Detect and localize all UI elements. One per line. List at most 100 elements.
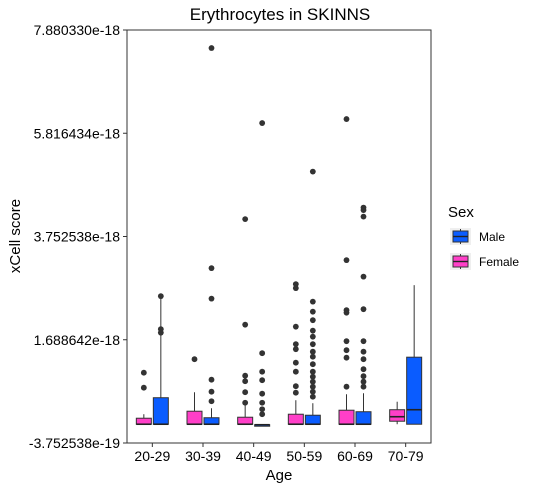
box-male-70-79 [406,285,423,425]
outlier-point [309,308,316,315]
outlier-point [259,377,266,384]
box-female-60-69 [338,116,355,426]
legend-label: Male [479,230,505,244]
outlier-point [242,389,249,396]
x-tick-label: 70-79 [388,448,424,464]
box-female-30-39 [186,356,203,426]
box-iqr [389,409,406,422]
outlier-point [309,373,316,380]
outlier-point [343,354,350,361]
box-iqr [355,411,372,425]
outlier-point [309,333,316,340]
outlier-point [208,295,215,302]
outlier-point [360,306,367,313]
outlier-point [242,372,249,379]
outlier-point [259,120,266,126]
outlier-point [309,361,316,368]
plot-panel [126,29,432,444]
outlier-point [360,207,367,214]
legend-title: Sex [448,204,474,221]
outlier-point [309,341,316,348]
outlier-point [242,399,249,406]
box-iqr [203,417,220,425]
outlier-point [360,383,367,390]
box-male-20-29 [152,293,169,426]
outlier-point [343,309,350,316]
outlier-point [360,366,367,373]
outlier-point [360,348,367,355]
box-iqr [406,356,423,425]
y-tick-label: -3.752538e-19 [29,435,120,451]
outlier-point [140,384,147,391]
y-tick-label: 1.688642e-18 [34,332,121,348]
outlier-point [343,347,350,354]
outlier-point [309,353,316,360]
y-tick-label: 5.816434e-18 [34,125,121,141]
outlier-point [343,116,350,122]
box-female-20-29 [135,369,152,426]
outlier-point [140,369,147,376]
outlier-point [292,281,299,288]
outlier-point [292,346,299,353]
outlier-point [259,350,266,357]
outlier-point [259,390,266,397]
outlier-point [309,383,316,390]
outlier-point [360,273,367,280]
outlier-point [309,393,316,400]
box-female-50-59 [287,281,304,426]
outlier-point [208,376,215,383]
outlier-point [309,298,316,305]
x-axis-label: Age [266,467,293,484]
outlier-point [292,359,299,366]
outlier-point [242,216,249,223]
box-female-70-79 [389,401,406,425]
box-female-40-49 [237,216,254,426]
outlier-point [309,378,316,385]
outlier-point [343,338,350,345]
outlier-point [360,213,367,220]
y-tick-label: 7.880330e-18 [34,22,121,38]
box-iqr [135,417,152,425]
boxplot-series [135,45,423,427]
x-axis: 20-29 30-39 40-49 50-59 60-69 70-79 [134,443,424,464]
x-tick-label: 60-69 [337,448,373,464]
box-male-30-39 [203,45,220,426]
outlier-point [157,293,164,300]
outlier-point [309,388,316,395]
outlier-point [208,388,215,395]
outlier-point [343,257,350,264]
outlier-point [259,399,266,406]
outlier-point [208,265,215,272]
outlier-point [309,317,316,324]
x-tick-label: 20-29 [134,448,170,464]
legend: Sex Male Female [448,204,519,270]
box-iqr [152,397,169,425]
legend-item-male: Male [450,228,505,245]
outlier-point [309,348,316,355]
outlier-point [208,45,215,51]
outlier-point [360,356,367,363]
outlier-point [309,168,316,175]
outlier-point [259,411,266,418]
box-iqr [287,413,304,425]
outlier-point [292,383,299,390]
outlier-point [292,368,299,375]
outlier-point [292,341,299,348]
outlier-point [242,378,249,385]
outlier-point [259,368,266,375]
y-tick-label: 3.752538e-18 [34,229,121,245]
box-male-60-69 [355,204,372,426]
legend-label: Female [479,255,519,269]
box-male-50-59 [304,168,321,426]
x-tick-label: 30-39 [185,448,221,464]
box-iqr [304,414,321,425]
outlier-point [157,329,164,336]
box-iqr [237,416,254,425]
outlier-point [259,406,266,413]
outlier-point [292,285,299,292]
outlier-point [309,327,316,334]
outlier-point [292,389,299,396]
outlier-point [191,356,198,363]
outlier-point [360,338,367,345]
